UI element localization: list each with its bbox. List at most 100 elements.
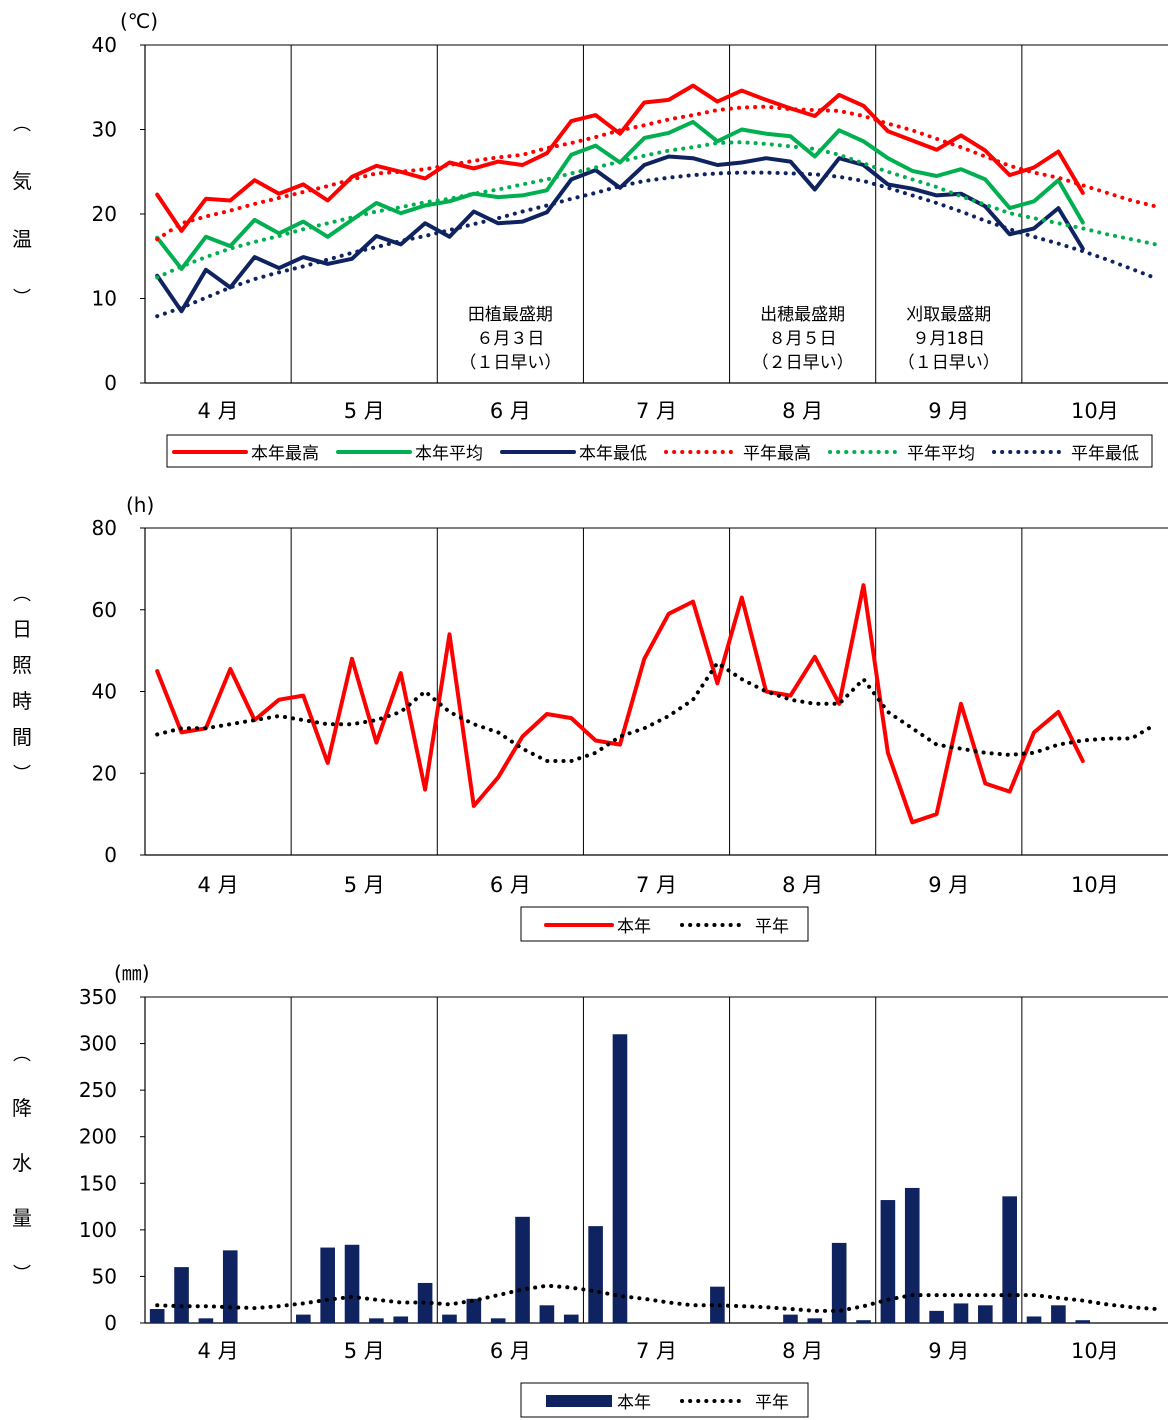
bar [710,1286,725,1323]
series-line-2 [155,1283,1158,1313]
y-tick-label: 20 [92,761,117,785]
legend-chart-2: 本年 平年 [520,906,809,942]
bar [904,1187,920,1323]
bar [563,1314,579,1323]
y-tick-label: 80 [92,516,117,540]
chart-1: 0 10 20 30 40(℃) ︵ 気温 ︶ 4 月 5 月 6 月 7 月 8 月 9 月 10月 田植最… [12,9,1168,423]
annotation-line: （１日早い） [459,353,561,373]
y-label-char: 水 [12,1151,32,1175]
bar [1002,1196,1017,1323]
stage-annotation: 田植最盛期 ６月３日 （１日早い） [448,300,573,378]
bar [198,1318,214,1323]
y-tick-label: 0 [104,371,117,395]
month-label: 5 月 [344,1339,385,1363]
annotation-line: 刈取最盛期 [906,305,991,325]
unit-label: (㎜) [114,961,150,985]
month-label: 10月 [1071,399,1119,423]
annotation-line: （１日早い） [898,353,1000,373]
legend-label: 本年最高 [251,444,319,464]
bar [296,1314,311,1323]
month-label: 10月 [1071,1339,1119,1363]
y-label-char: 日 [12,617,32,641]
y-tick-label: 200 [79,1125,117,1149]
bar [831,1242,847,1323]
month-label: 6 月 [490,873,531,897]
series-line-2 [155,660,1158,763]
y-tick-label: 20 [92,202,117,226]
y-tick-label: 150 [79,1171,117,1195]
bar [978,1305,993,1323]
month-label: 4 月 [198,1339,239,1363]
month-label: 8 月 [782,399,823,423]
month-label: 8 月 [782,1339,823,1363]
bar [222,1250,238,1323]
legend-label: 本年最低 [579,444,647,464]
y-label-char: ︶ [13,1264,31,1285]
y-label-char: 温 [12,227,32,251]
bar [588,1226,603,1323]
y-label-char: 降 [12,1096,32,1120]
bar [320,1247,335,1323]
y-tick-label: 40 [92,33,117,57]
bar [612,1034,628,1323]
y-label-char: ︶ [13,764,31,785]
month-label: 7 月 [636,873,677,897]
bar [807,1318,823,1323]
bar [953,1303,969,1323]
legend-label: 本年平均 [415,444,483,464]
month-label: 6 月 [490,1339,531,1363]
bar [369,1318,384,1323]
y-tick-label: 100 [79,1218,117,1242]
bar [442,1314,457,1323]
bar [1026,1316,1042,1323]
chart-3: 0 50 100 150 200 250 300 350(㎜) ︵ 降水量 ︶ 4 月 5 月 6 月 7 … [12,961,1168,1363]
month-label: 4 月 [198,399,239,423]
bar [1051,1305,1066,1323]
annotation-line: 出穂最盛期 [760,305,845,325]
month-label: 6 月 [490,399,531,423]
bar [344,1244,360,1323]
y-label-char: 時 [12,689,32,713]
y-tick-label: 250 [79,1078,117,1102]
y-tick-label: 30 [92,118,117,142]
annotation-line: ８月５日 [769,329,837,349]
series-line-3 [155,154,1085,314]
bar [393,1316,409,1323]
annotation-line: （２日早い） [752,353,854,373]
month-label: 5 月 [344,399,385,423]
y-tick-label: 60 [92,598,117,622]
series-line-5 [155,140,1158,280]
y-tick-label: 10 [92,287,117,311]
unit-label: (℃) [120,9,158,33]
legend-swatch [546,1395,612,1407]
y-tick-label: 40 [92,680,117,704]
y-tick-label: 0 [104,843,117,867]
month-label: 7 月 [636,1339,677,1363]
stage-annotation: 出穂最盛期 ８月５日 （２日早い） [740,300,865,378]
y-label-char: 照 [12,653,32,677]
annotation-line: 田植最盛期 [468,305,553,325]
legend-label: 平年最低 [1071,444,1139,464]
month-label: 8 月 [782,873,823,897]
series-line-1 [155,583,1085,825]
legend-label: 平年最高 [743,444,811,464]
month-label: 9 月 [928,1339,969,1363]
legend-temperature: 本年最高 本年平均 本年最低 平年最高 平年平均 平年最低 [166,434,1153,468]
annotation-bg [886,300,1011,378]
annotation-line: ９月18日 [912,329,985,349]
y-tick-label: 350 [79,985,117,1009]
y-tick-label: 0 [104,1311,117,1335]
bar [515,1216,530,1323]
bar [783,1314,798,1323]
y-label-char: ︶ [13,288,31,309]
y-axis-label: ︵ 降水量 ︶ [12,1044,32,1285]
legend-label: 本年 [617,1393,651,1413]
bar [490,1318,506,1323]
bar [539,1305,555,1323]
month-label: 7 月 [636,399,677,423]
month-label: 9 月 [928,399,969,423]
y-tick-label: 300 [79,1032,117,1056]
